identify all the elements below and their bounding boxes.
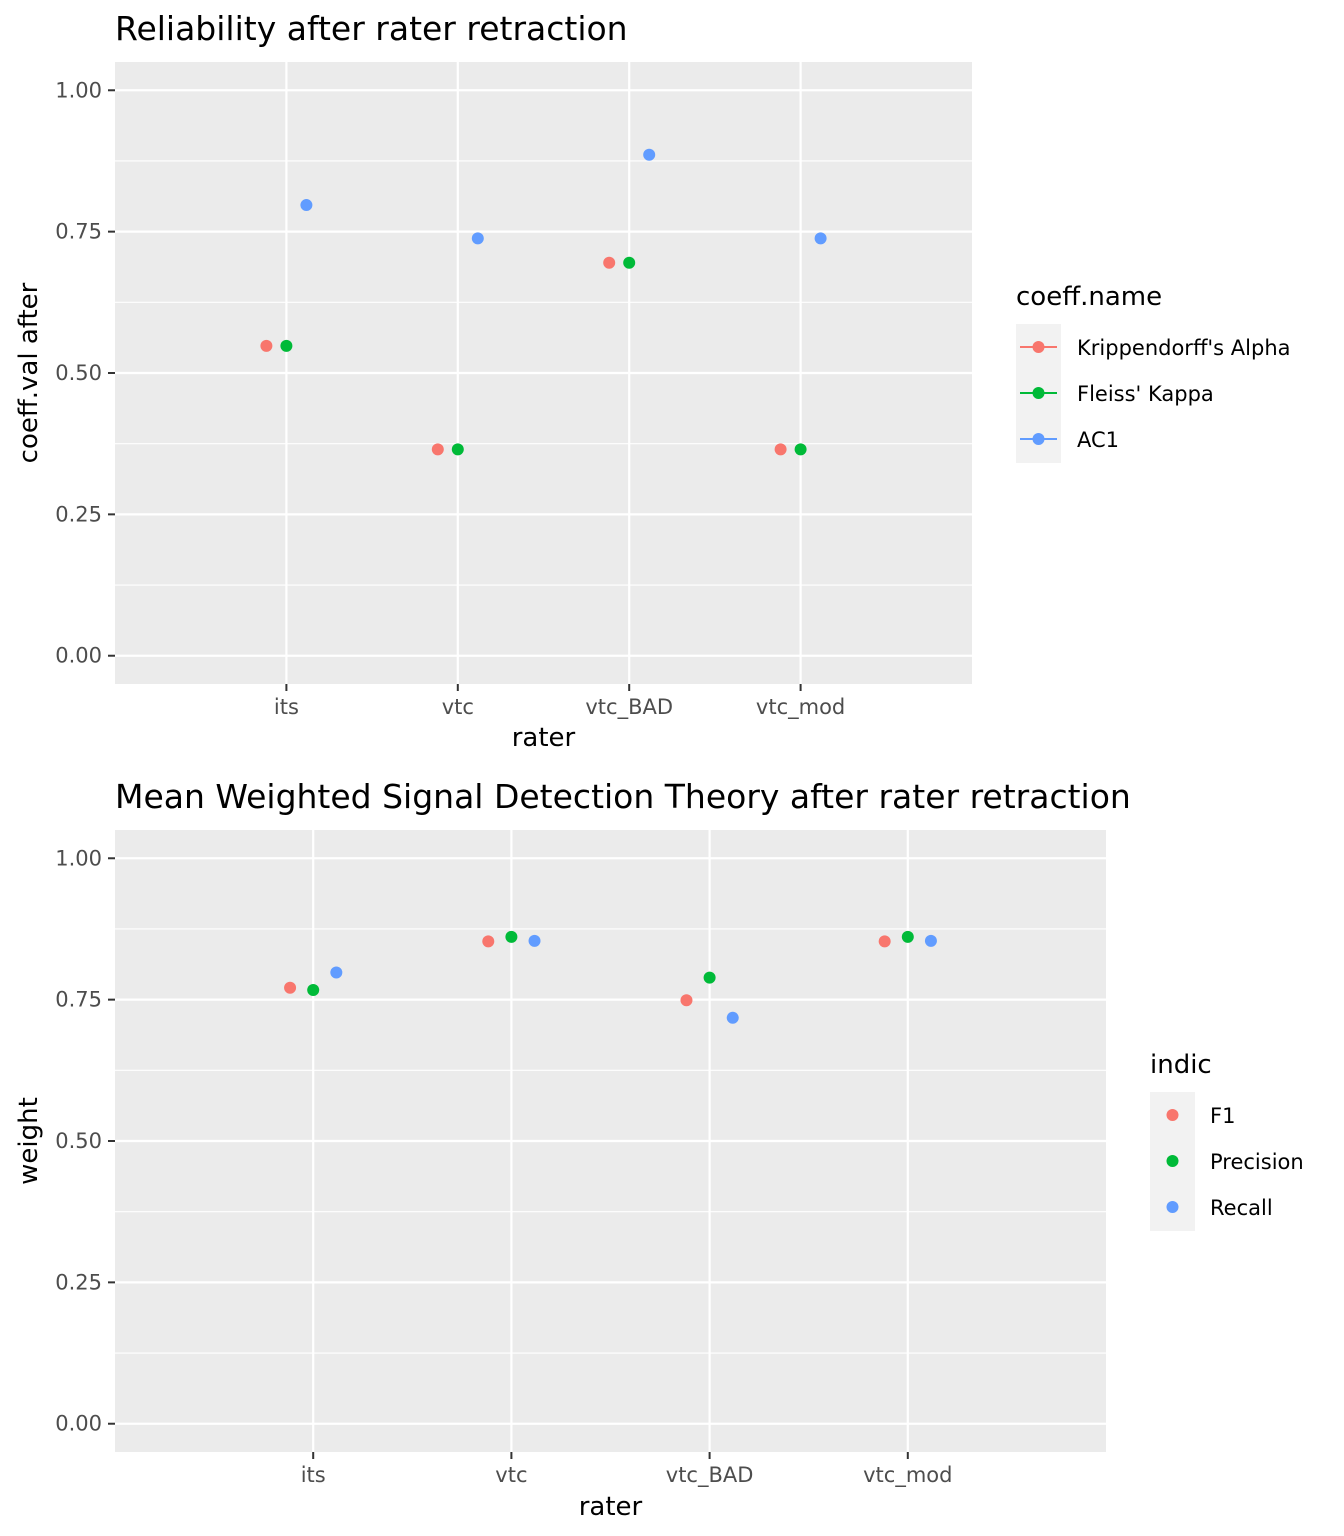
series-fleiss-kappa <box>280 256 807 456</box>
data-point <box>505 930 518 943</box>
y-axis-title: coeff.val after <box>14 282 44 463</box>
series-krippendorff-s-alpha <box>260 256 787 456</box>
data-point <box>901 930 914 943</box>
x-tick-label: its <box>274 695 299 719</box>
chart-panel-2: Mean Weighted Signal Detection Theory af… <box>14 777 1304 1522</box>
data-point <box>794 443 807 456</box>
data-point <box>726 1011 739 1024</box>
x-tick-label: vtc_mod <box>756 695 845 720</box>
data-point <box>924 934 937 947</box>
legend: indic F1 Precision Recall <box>1150 1050 1304 1231</box>
y-tick-label: 0.00 <box>55 1412 102 1436</box>
series-precision <box>307 930 914 997</box>
data-point <box>680 994 693 1007</box>
legend-key-point <box>1032 341 1045 353</box>
legend-label: Fleiss' Kappa <box>1077 382 1214 406</box>
series-ac1 <box>300 148 827 245</box>
data-point <box>451 443 464 456</box>
y-tick-label: 0.75 <box>55 988 102 1012</box>
data-point <box>307 984 320 997</box>
data-point <box>471 232 484 245</box>
x-axis-title: rater <box>579 1492 643 1522</box>
x-tick-label: its <box>301 1463 326 1487</box>
legend-title: indic <box>1150 1050 1212 1080</box>
chart-panel-1: Reliability after rater retraction 0.00 0.… <box>14 9 1291 753</box>
y-tick-label: 0.50 <box>55 1129 102 1153</box>
chart-title: Reliability after rater retraction <box>115 9 628 48</box>
y-tick-label: 1.00 <box>55 846 102 870</box>
data-point <box>643 148 656 161</box>
y-tick-label: 0.50 <box>55 361 102 385</box>
legend-label: AC1 <box>1077 428 1119 452</box>
x-tick-label: vtc_mod <box>863 1463 952 1488</box>
y-tick-label: 0.00 <box>55 644 102 668</box>
x-tick-label: vtc <box>495 1463 527 1487</box>
data-point <box>528 934 541 947</box>
data-point <box>280 339 293 352</box>
series-recall <box>330 934 937 1024</box>
y-tick-label: 0.25 <box>55 502 102 526</box>
x-tick-label: vtc_BAD <box>585 695 673 720</box>
y-tick-label: 0.25 <box>55 1270 102 1294</box>
chart-title: Mean Weighted Signal Detection Theory af… <box>115 777 1131 816</box>
x-tick-label: vtc <box>442 695 474 719</box>
legend-label: Recall <box>1210 1196 1273 1220</box>
data-point <box>284 981 297 994</box>
y-tick-label: 1.00 <box>55 78 102 102</box>
legend-label: Krippendorff's Alpha <box>1077 336 1291 360</box>
legend-title: coeff.name <box>1016 282 1162 312</box>
data-point <box>814 232 827 245</box>
data-point <box>431 443 444 456</box>
data-point <box>330 966 343 979</box>
legend-key-point <box>1032 387 1045 399</box>
legend-label: F1 <box>1210 1104 1235 1128</box>
data-point <box>260 339 273 352</box>
y-tick-label: 0.75 <box>55 220 102 244</box>
data-point <box>300 199 313 212</box>
data-point <box>878 935 891 948</box>
x-tick-label: vtc_BAD <box>666 1463 754 1488</box>
data-point <box>482 935 495 948</box>
legend-key-point <box>1032 433 1045 445</box>
legend-key-point <box>1166 1155 1179 1167</box>
legend: coeff.name Krippendorff's Alpha Fleiss' Ka… <box>1016 282 1291 463</box>
legend-label: Precision <box>1210 1150 1304 1174</box>
legend-key-point <box>1166 1201 1179 1213</box>
data-point <box>603 256 616 269</box>
data-point <box>774 443 787 456</box>
series-f1 <box>284 935 891 1007</box>
x-axis-title: rater <box>512 723 576 753</box>
legend-key-point <box>1166 1109 1179 1121</box>
y-axis-title: weight <box>14 1097 44 1185</box>
data-point <box>703 971 716 984</box>
data-point <box>623 256 636 269</box>
